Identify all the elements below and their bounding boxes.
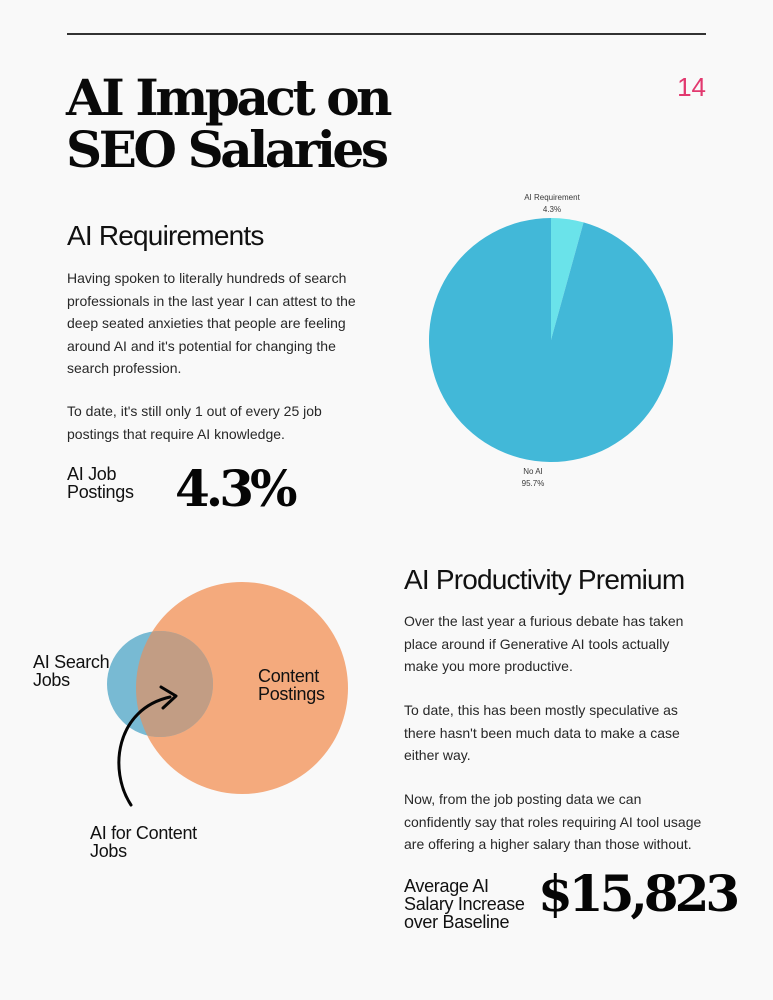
pie-label-ai-requirement-name: AI Requirement	[524, 193, 580, 202]
content-jobs-arrow	[117, 685, 178, 807]
ai-productivity-premium-heading: AI Productivity Premium	[404, 564, 685, 595]
pie-label-no-ai: No AI 95.7%	[501, 466, 565, 490]
requirements-paragraph-1: Having spoken to literally hundreds of s…	[67, 270, 356, 376]
ai-job-postings-label-line-1: AI Job	[67, 464, 117, 484]
pie-slice-no-ai	[429, 218, 673, 462]
productivity-paragraph-1: Over the last year a furious debate has …	[404, 613, 684, 674]
salary-increase-label-line-3: over Baseline	[404, 912, 510, 932]
ai-job-postings-label-line-2: Postings	[67, 482, 134, 502]
ai-content-venn-diagram	[107, 582, 348, 794]
venn-overlap-label-line-2: Jobs	[90, 841, 127, 861]
ai-job-postings-label: AI Job Postings	[67, 465, 134, 501]
productivity-paragraph-2: To date, this has been mostly speculativ…	[404, 702, 680, 763]
arrow-curve	[117, 695, 172, 807]
venn-overlap-label-line-1: AI for Content	[90, 823, 197, 843]
venn-ai-search-label-line-2: Jobs	[33, 670, 70, 690]
pie-label-ai-requirement: AI Requirement 4.3%	[510, 192, 594, 216]
venn-overlap-tint	[136, 631, 213, 737]
salary-increase-value: $15,823	[538, 864, 740, 923]
page-title-line-1: AI Impact on	[66, 68, 392, 127]
ai-job-postings-value: 4.3%	[175, 459, 297, 518]
venn-content-postings-label: Content Postings	[258, 667, 325, 703]
salary-increase-label: Average AI Salary Increase over Baseline	[404, 877, 525, 931]
pie-label-ai-requirement-value: 4.3%	[542, 205, 562, 214]
ai-requirements-heading: AI Requirements	[67, 220, 264, 251]
pie-label-no-ai-name: No AI	[523, 467, 543, 476]
arrow-head-icon	[159, 685, 178, 710]
requirements-paragraph-2: To date, it's still only 1 out of every …	[67, 403, 322, 442]
page-title-line-2: SEO Salaries	[66, 120, 389, 179]
page-title: AI Impact on SEO Salaries	[66, 72, 426, 176]
venn-content-postings-label-line-2: Postings	[258, 684, 325, 704]
ai-requirements-pie-chart	[429, 218, 673, 462]
venn-ai-search-label-line-1: AI Search	[33, 652, 110, 672]
productivity-paragraph-3: Now, from the job posting data we can co…	[404, 791, 702, 852]
venn-ai-search-label: AI Search Jobs	[33, 652, 110, 690]
salary-increase-label-line-2: Salary Increase	[404, 894, 525, 914]
pie-slice-ai-requirement	[551, 218, 584, 340]
page-number: 14	[677, 72, 706, 102]
pie-label-no-ai-value: 95.7%	[521, 479, 545, 488]
venn-overlap-label: AI for Content Jobs	[90, 824, 197, 860]
venn-content-postings-circle	[136, 582, 348, 794]
top-divider-rule	[67, 33, 706, 35]
venn-content-postings-label-line-1: Content	[258, 666, 319, 686]
salary-increase-label-line-1: Average AI	[404, 876, 489, 896]
